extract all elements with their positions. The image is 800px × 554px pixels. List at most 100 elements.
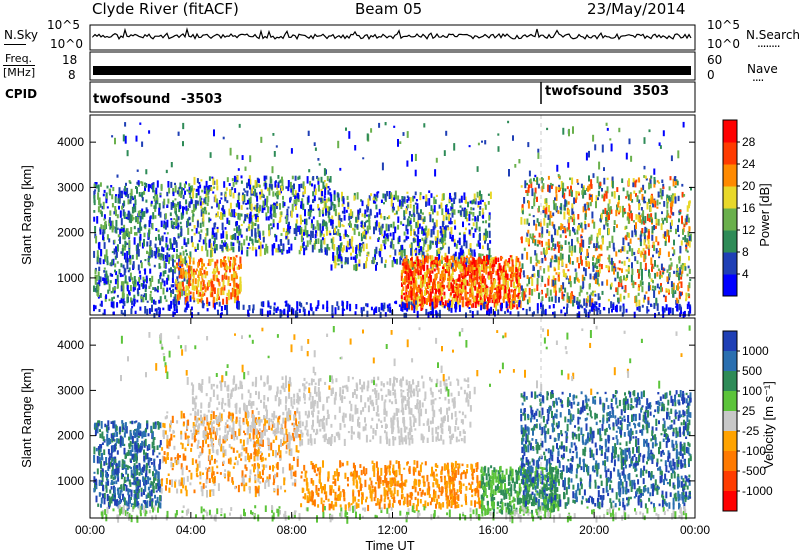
heatmap-cell — [602, 307, 605, 311]
heatmap-cell — [143, 449, 145, 455]
heatmap-cell — [99, 429, 101, 432]
heatmap-cell — [264, 180, 267, 185]
heatmap-cell — [294, 175, 297, 181]
heatmap-cell — [424, 272, 427, 280]
heatmap-cell — [347, 223, 350, 226]
heatmap-cell — [402, 286, 405, 291]
heatmap-cell — [297, 176, 300, 180]
heatmap-cell — [497, 146, 500, 152]
heatmap-cell — [163, 232, 166, 235]
heatmap-cell — [670, 206, 673, 213]
heatmap-cell — [322, 304, 325, 310]
heatmap-cell — [177, 233, 180, 239]
heatmap-cell — [533, 198, 536, 207]
heatmap-cell — [457, 283, 460, 292]
heatmap-cell — [141, 211, 144, 220]
heatmap-cell — [412, 263, 415, 267]
heatmap-cell — [397, 139, 399, 147]
heatmap-cell — [583, 298, 586, 306]
heatmap-cell — [403, 262, 406, 269]
heatmap-cell — [405, 208, 408, 214]
heatmap-cell — [421, 237, 424, 241]
heatmap-cell — [124, 122, 127, 127]
heatmap-cell — [413, 217, 416, 222]
heatmap-cell — [476, 278, 479, 285]
heatmap-cell — [547, 265, 550, 272]
heatmap-cell — [173, 265, 176, 268]
heatmap-cell — [361, 200, 364, 207]
heatmap-cell — [140, 492, 143, 497]
heatmap-cell — [598, 303, 601, 308]
heatmap-cell — [524, 294, 527, 298]
heatmap-cell — [409, 263, 412, 270]
heatmap-cell — [627, 242, 630, 246]
heatmap-cell — [438, 259, 441, 266]
heatmap-cell — [175, 242, 178, 248]
heatmap-cell — [244, 190, 247, 193]
heatmap-cell — [115, 499, 118, 507]
heatmap-cell — [267, 216, 270, 221]
heatmap-cell — [536, 218, 539, 223]
heatmap-cell — [140, 487, 143, 492]
heatmap-cell — [605, 265, 608, 269]
heatmap-cell — [660, 263, 663, 271]
heatmap-cell — [685, 244, 688, 247]
heatmap-cell — [612, 242, 615, 250]
heatmap-cell — [563, 294, 566, 297]
heatmap-cell — [404, 277, 407, 285]
heatmap-cell — [468, 274, 471, 282]
heatmap-cell — [334, 227, 336, 233]
heatmap-cell — [585, 208, 587, 217]
heatmap-cell — [338, 197, 340, 203]
heatmap-cell — [670, 262, 673, 267]
heatmap-cell — [671, 307, 674, 315]
heatmap-cell — [232, 182, 235, 187]
heatmap-cell — [140, 181, 143, 184]
heatmap-cell — [153, 250, 156, 257]
heatmap-cell — [133, 493, 136, 500]
heatmap-cell — [99, 303, 102, 307]
heatmap-cell — [143, 268, 146, 271]
heatmap-cell — [351, 236, 354, 242]
heatmap-cell — [407, 297, 410, 303]
heatmap-cell — [546, 229, 549, 234]
heatmap-cell — [157, 279, 160, 284]
heatmap-cell — [597, 293, 600, 301]
heatmap-cell — [460, 195, 463, 203]
heatmap-cell — [231, 178, 234, 182]
heatmap-cell — [143, 489, 145, 495]
heatmap-cell — [528, 296, 531, 303]
heatmap-cell — [248, 247, 251, 250]
heatmap-cell — [471, 262, 474, 265]
heatmap-cell — [277, 175, 280, 179]
heatmap-cell — [120, 229, 123, 232]
heatmap-cell — [269, 206, 272, 215]
heatmap-cell — [646, 213, 649, 221]
heatmap-cell — [637, 237, 640, 240]
heatmap-cell — [189, 295, 192, 302]
heatmap-cell — [585, 260, 588, 265]
heatmap-cell — [507, 262, 510, 268]
heatmap-cell — [121, 292, 124, 299]
heatmap-cell — [690, 186, 692, 191]
heatmap-cell — [151, 304, 153, 312]
heatmap-cell — [145, 199, 148, 203]
heatmap-cell — [384, 259, 387, 263]
heatmap-cell — [100, 300, 103, 307]
heatmap-cell — [149, 244, 151, 252]
heatmap-cell — [419, 267, 422, 276]
heatmap-cell — [646, 202, 649, 210]
heatmap-cell — [510, 255, 513, 261]
heatmap-cell — [217, 203, 220, 210]
heatmap-cell — [259, 193, 262, 200]
heatmap-cell — [174, 182, 176, 186]
heatmap-cell — [595, 195, 598, 201]
heatmap-cell — [299, 225, 302, 232]
heatmap-cell — [574, 232, 576, 235]
heatmap-cell — [410, 258, 412, 261]
heatmap-cell — [164, 295, 167, 300]
heatmap-cell — [93, 190, 96, 199]
heatmap-cell — [411, 303, 413, 311]
heatmap-cell — [157, 229, 160, 233]
